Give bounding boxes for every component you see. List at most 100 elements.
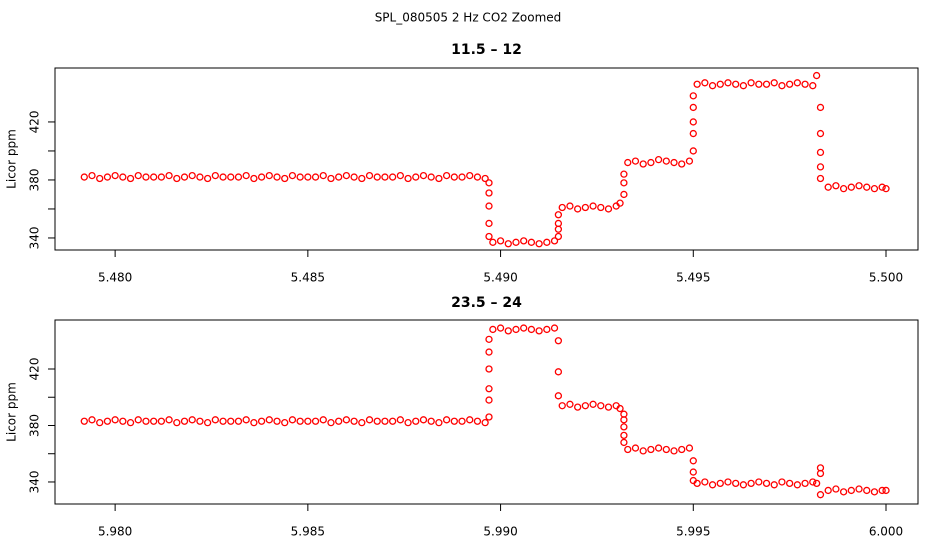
data-point [770,481,778,489]
data-point [616,199,624,207]
data-point [809,478,817,486]
data-point [785,479,794,488]
data-point [319,416,327,424]
data-point [242,416,250,424]
data-point [412,173,420,181]
data-point [350,173,358,181]
data-point [435,419,443,427]
data-point [485,396,493,404]
data-point [442,416,451,424]
y-axis-label: Licor ppm [5,129,19,189]
data-point [801,479,809,488]
data-point [485,219,493,228]
y-tick-label: 340 [28,471,42,494]
data-point [574,403,582,411]
data-point [701,79,709,87]
data-point [103,173,112,181]
data-point [404,174,412,183]
data-point [504,240,512,248]
data-point [558,203,566,212]
data-point [589,400,597,408]
data-point [520,324,528,332]
data-point [165,416,173,424]
panel-title: 23.5 – 24 [451,295,522,311]
data-point [427,173,435,181]
data-point [466,171,474,180]
data-point [870,185,879,193]
data-point [878,486,886,495]
data-point [647,158,655,167]
data-point [816,148,825,157]
data-point [855,182,863,190]
x-tick-label: 5.985 [291,525,325,539]
data-point [396,171,405,180]
data-point [80,417,88,425]
data-point [647,445,655,454]
data-point [165,171,173,180]
data-point [839,185,848,193]
data-point [365,171,374,180]
data-point [265,171,273,180]
data-point [485,348,493,356]
data-point [196,417,204,425]
data-point [311,173,320,181]
data-point [689,118,697,126]
data-point [778,82,786,90]
data-point [550,324,559,332]
data-point [458,173,466,181]
data-point [485,413,493,421]
data-point [824,183,832,191]
data-point [801,80,809,88]
data-point [466,416,474,424]
data-point [304,173,312,181]
data-point [812,479,821,488]
data-point [281,419,289,427]
data-point [111,416,119,424]
data-point [196,173,204,181]
data-point [111,171,119,180]
data-point [689,92,697,100]
y-axis-label: Licor ppm [5,382,19,442]
data-point [173,419,181,427]
data-point [824,486,832,495]
data-point [812,71,821,80]
data-point [863,486,871,495]
data-point [296,417,304,425]
data-point [708,82,717,90]
data-point [520,237,528,245]
data-point [670,447,678,455]
data-point [485,189,493,197]
data-point [620,431,628,440]
data-point [616,404,624,413]
data-point [126,419,135,427]
data-point [358,174,366,183]
data-point [327,174,335,183]
data-point [770,79,778,87]
data-point [342,171,351,180]
data-point [512,238,520,246]
data-point [535,240,543,248]
data-point [227,417,235,425]
data-point [496,237,505,245]
data-point [485,335,493,343]
data-point [816,103,825,112]
data-point [481,419,489,427]
data-point [574,205,582,213]
data-point [373,417,381,425]
data-point [142,173,150,181]
data-point [234,417,243,425]
data-point [496,324,505,332]
plot-box [54,67,919,251]
data-point [554,211,563,219]
data-point [678,160,686,168]
data-point [103,417,112,425]
data-point [342,416,351,424]
data-point [816,174,825,183]
data-point [485,179,493,187]
data-point [358,419,366,427]
x-tick-label: 5.980 [98,525,132,539]
data-point [473,173,482,181]
data-point [701,478,709,486]
data-point [265,416,273,424]
data-point [878,183,886,191]
